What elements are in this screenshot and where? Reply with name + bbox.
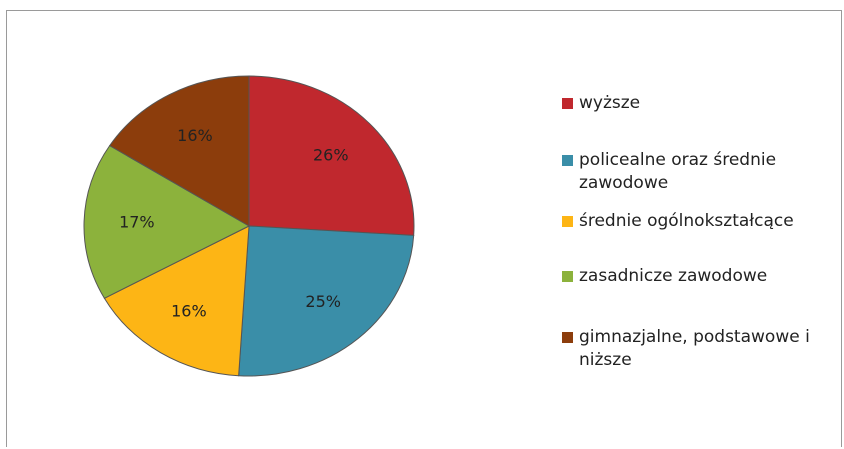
- slice-label: 17%: [119, 212, 155, 231]
- legend-label: policealne oraz średnie zawodowe: [579, 150, 777, 193]
- legend-entry: policealne oraz średnie zawodowe: [562, 149, 832, 195]
- legend-label: zasadnicze zawodowe: [579, 266, 768, 286]
- legend-entry: średnie ogólnokształcące: [562, 210, 832, 233]
- legend-label: gimnazjalne, podstawowe i niższe: [579, 327, 810, 370]
- pie-slice: [103, 225, 250, 377]
- legend-swatch: [562, 271, 573, 282]
- legend-swatch: [562, 98, 573, 109]
- legend-swatch: [562, 155, 573, 166]
- pie-slice: [108, 75, 250, 227]
- chart-frame: [6, 10, 842, 447]
- legend-entry: zasadnicze zawodowe: [562, 265, 832, 288]
- legend-swatch: [562, 332, 573, 343]
- legend-label: wyższe: [579, 93, 641, 113]
- pie-slice: [238, 225, 415, 377]
- slice-label: 25%: [305, 292, 341, 311]
- pie-slice: [83, 144, 251, 299]
- legend-label: średnie ogólnokształcące: [579, 211, 794, 231]
- legend-entry: gimnazjalne, podstawowe i niższe: [562, 326, 832, 372]
- slice-label: 16%: [177, 126, 213, 145]
- slice-label: 16%: [171, 302, 207, 321]
- legend-swatch: [562, 216, 573, 227]
- slice-label: 26%: [313, 146, 349, 165]
- legend-entry: wyższe: [562, 92, 832, 115]
- pie-slice: [248, 75, 415, 236]
